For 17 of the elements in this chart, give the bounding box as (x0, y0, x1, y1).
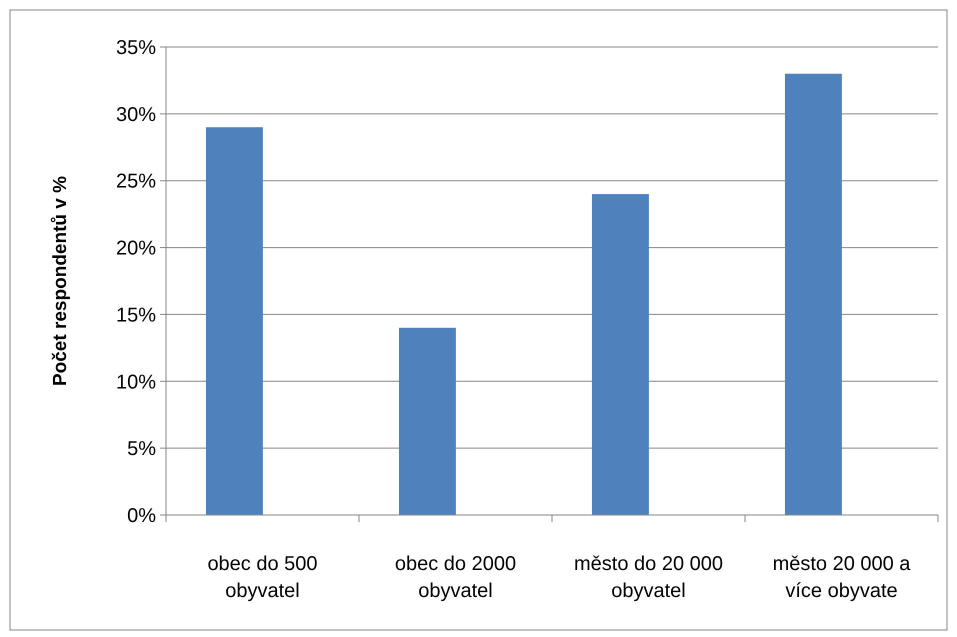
y-tick-label: 35% (116, 37, 156, 59)
x-tick-label: město 20 000 a více obyvate (772, 553, 912, 602)
bar (398, 328, 456, 515)
bar (206, 127, 263, 515)
x-tick-label: město do 20 000 obyvatel (574, 553, 723, 602)
x-tick-label: obec do 2000 obyvatel (394, 553, 516, 602)
bar (784, 74, 842, 515)
y-tick-label: 10% (116, 371, 156, 394)
y-tick-label: 5% (127, 438, 156, 460)
y-tick-label: 20% (116, 238, 156, 260)
x-tick-label: obec do 500 obyvatel (207, 553, 318, 602)
bar (592, 194, 649, 515)
y-axis-title: Počet respondentů v % (50, 176, 71, 386)
y-tick-label: 30% (116, 104, 156, 126)
y-tick-label: 25% (116, 170, 156, 193)
y-tick-label: 15% (116, 304, 156, 326)
y-tick-label: 0% (127, 505, 156, 527)
